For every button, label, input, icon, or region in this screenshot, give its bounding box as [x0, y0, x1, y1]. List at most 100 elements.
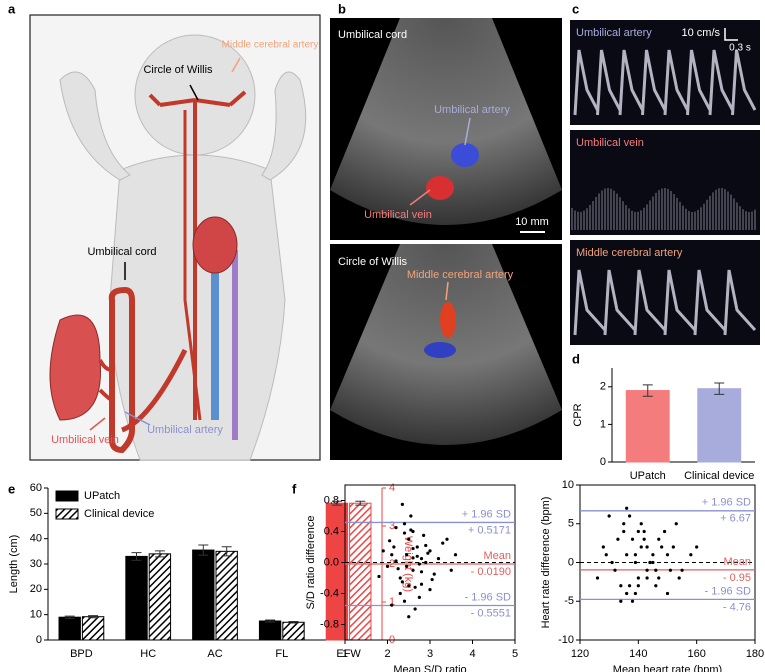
y-tick-label: -10: [558, 634, 574, 646]
y-axis-label: Length (cm): [8, 535, 20, 594]
y-tick-label: 0.8: [324, 494, 339, 506]
y2-tick-label: 3: [389, 520, 395, 532]
point: [595, 576, 600, 580]
reference-label: Mean: [723, 556, 751, 568]
point: [453, 553, 458, 557]
scale-label: 10 cm/s: [681, 27, 720, 39]
y-tick-label: 10: [562, 479, 574, 491]
doppler-label: Middle cerebral artery: [576, 247, 683, 259]
y-tick-label: 0.4: [324, 525, 339, 537]
point: [422, 533, 426, 537]
point: [622, 522, 626, 526]
point: [449, 568, 453, 572]
error-bar: [714, 382, 725, 395]
point: [680, 568, 684, 572]
point: [398, 576, 402, 580]
point: [392, 545, 396, 549]
x-tick-label: Clinical device: [684, 470, 754, 482]
point: [405, 553, 409, 557]
point: [677, 576, 681, 580]
y-tick-label: 0: [36, 634, 42, 646]
reference-value: - 4.76: [723, 601, 751, 613]
point: [636, 584, 640, 588]
y-axis-label: S/D ratio difference: [305, 516, 317, 610]
x-tick-label: 4: [469, 648, 475, 660]
y2-tick-label: 4: [389, 482, 395, 494]
y-tick-label: -0.4: [320, 587, 339, 599]
image-label: Middle cerebral artery: [407, 269, 514, 281]
point: [402, 599, 407, 603]
point: [657, 537, 661, 541]
reference-label: - 1.96 SD: [705, 585, 752, 597]
image-label: Umbilical cord: [338, 29, 407, 41]
error-bar: [88, 615, 99, 619]
point: [665, 591, 670, 596]
point: [390, 553, 394, 557]
reference-label: - 1.96 SD: [465, 591, 512, 603]
bar: [282, 621, 305, 641]
point: [616, 537, 620, 541]
point: [619, 599, 623, 603]
x-tick-label: BPD: [70, 648, 93, 660]
ultrasound-image: [330, 244, 562, 460]
point: [633, 591, 638, 596]
point: [381, 549, 385, 553]
image-label: Circle of Willis: [338, 256, 408, 268]
y-tick-label: -5: [564, 595, 574, 607]
image-label: Umbilical vein: [364, 209, 432, 221]
error-bar: [154, 550, 165, 558]
error-bar: [355, 500, 366, 506]
point: [613, 568, 617, 572]
y-tick-label: 5: [568, 518, 574, 530]
x-tick-label: HC: [140, 648, 156, 660]
point: [407, 584, 411, 588]
point: [419, 557, 424, 561]
panel-label: a: [8, 1, 16, 16]
point: [639, 545, 643, 549]
point: [388, 539, 392, 543]
error-bar: [131, 552, 142, 561]
doppler-label: Umbilical artery: [576, 27, 652, 39]
y-tick-label: 2: [600, 381, 606, 393]
point: [426, 551, 430, 555]
point: [662, 529, 667, 534]
scale-label: 0.3 s: [729, 43, 751, 54]
error-bar: [265, 619, 276, 623]
bar: [81, 616, 105, 641]
point: [625, 553, 629, 557]
point: [665, 553, 670, 557]
point: [633, 553, 638, 557]
y-tick-label: 0.0: [324, 556, 339, 568]
illustration-label: Umbilical cord: [87, 246, 156, 258]
y-axis-label: CPR: [572, 403, 584, 426]
x-tick-label: 3: [427, 648, 433, 660]
y-tick-label: 0: [568, 556, 574, 568]
point: [432, 572, 436, 576]
legend-label: UPatch: [84, 490, 120, 502]
y-tick-label: 10: [30, 609, 42, 621]
illustration-label: Umbilical vein: [51, 434, 119, 446]
point: [689, 553, 693, 557]
error-bar: [64, 615, 75, 619]
reference-value: + 0.5171: [468, 524, 511, 536]
y-tick-label: 0: [600, 456, 606, 468]
reference-value: - 0.0190: [471, 566, 511, 578]
x-tick-label: 1: [342, 648, 348, 660]
point: [405, 564, 409, 568]
point: [630, 537, 635, 541]
x-tick-label: 160: [687, 648, 705, 660]
bar: [148, 553, 172, 641]
point: [607, 514, 611, 518]
panel-label: e: [8, 481, 15, 496]
point: [445, 537, 449, 541]
bar: [349, 502, 372, 641]
point: [409, 514, 413, 518]
point: [390, 603, 394, 607]
point: [601, 545, 605, 549]
point: [625, 506, 629, 510]
point: [671, 545, 675, 549]
y-tick-label: -0.8: [320, 618, 339, 630]
image-label: Umbilical artery: [434, 104, 510, 116]
x-tick-label: EFW: [336, 648, 361, 660]
